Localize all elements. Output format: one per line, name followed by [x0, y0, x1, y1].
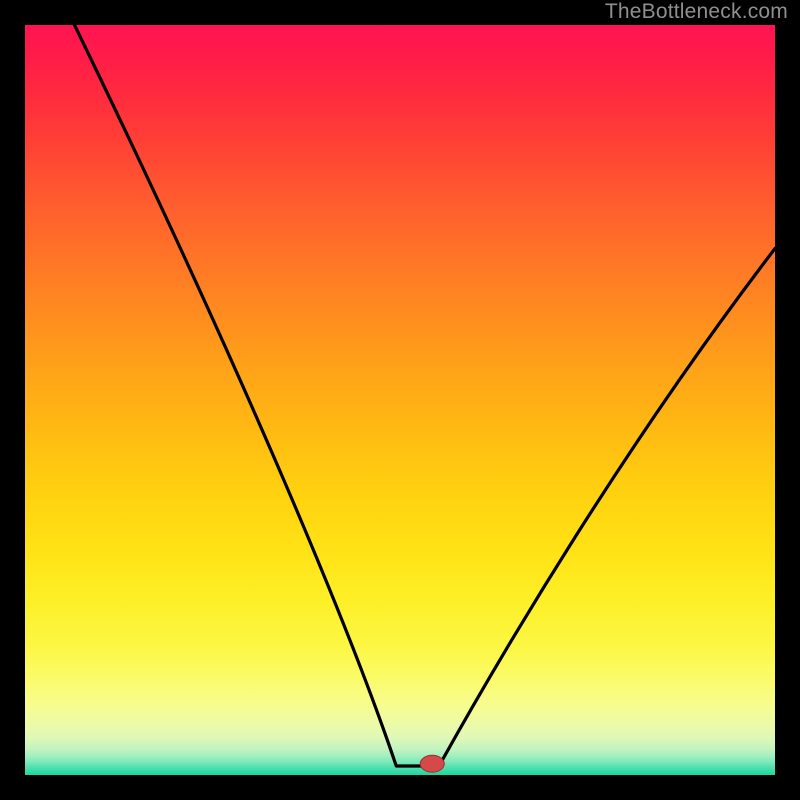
- gradient-background: [25, 25, 775, 775]
- bottleneck-chart: [0, 0, 800, 800]
- chart-frame: { "watermark": "TheBottleneck.com", "cha…: [0, 0, 800, 800]
- minimum-marker: [420, 755, 444, 772]
